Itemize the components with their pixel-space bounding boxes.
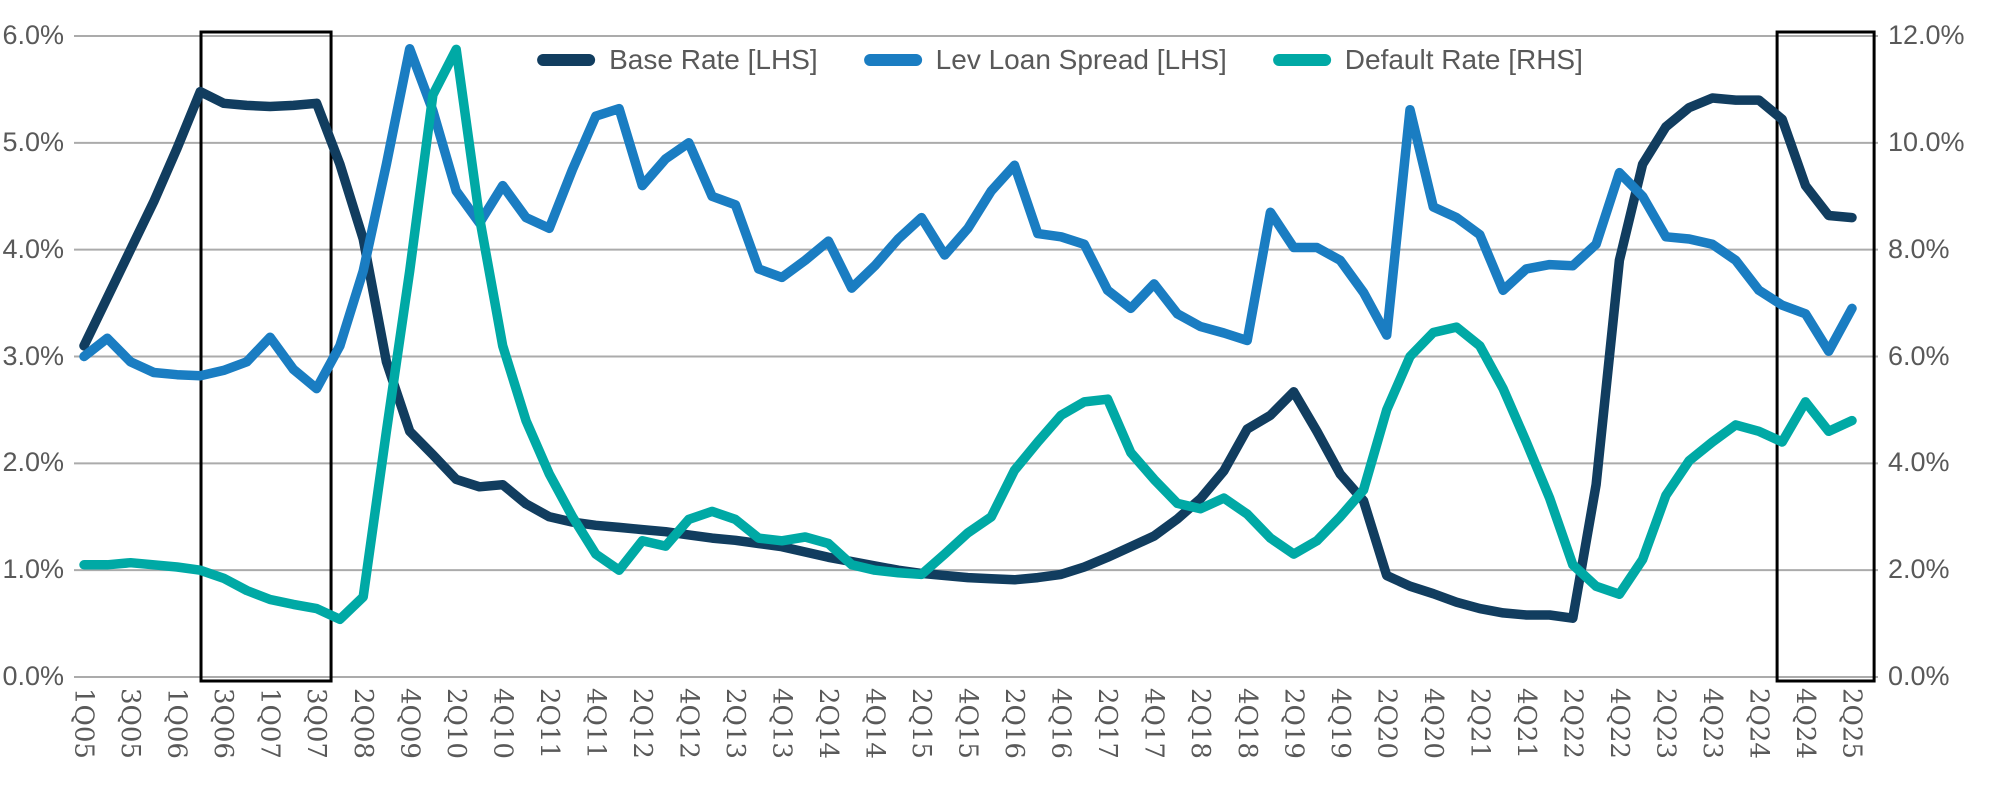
x-tick-label: 2Q20 [1371,688,1402,759]
y-tick-label-right: 12.0% [1888,20,1965,50]
legend-label-default-rate: Default Rate [RHS] [1344,44,1583,75]
x-tick-label: 1Q06 [161,688,192,759]
x-tick-label: 4Q18 [1231,688,1262,759]
legend-item-base-rate: Base Rate [LHS] [537,44,818,76]
x-tick-label: 2Q24 [1743,688,1774,759]
legend-swatch-lev-loan-spread [863,54,922,66]
x-tick-label: 3Q07 [301,688,332,759]
x-tick-label: 4Q19 [1324,688,1355,759]
x-tick-label: 4Q24 [1790,688,1821,759]
y-tick-label-left: 3.0% [2,340,64,371]
y-tick-label-right: 4.0% [1888,447,1950,478]
x-tick-label: 4Q14 [859,688,890,759]
x-tick-label: 2Q19 [1278,688,1309,759]
y-tick-label-left: 6.0% [2,20,64,50]
x-tick-label: 2Q11 [533,688,564,759]
series-line-base-rate-lhs [79,86,1857,623]
x-tick-label: 4Q21 [1510,688,1541,759]
y-tick-label-left: 1.0% [2,554,64,585]
x-tick-label: 1Q07 [254,688,285,759]
y-tick-label-left: 4.0% [2,233,64,264]
legend-swatch-base-rate [537,54,596,66]
x-tick-label: 4Q16 [1045,688,1076,759]
x-tick-label: 4Q12 [673,688,704,759]
x-tick-label: 4Q23 [1697,688,1727,759]
y-tick-label-left: 5.0% [2,126,64,157]
x-tick-label: 3Q05 [115,688,146,759]
x-tick-label: 2Q22 [1557,688,1588,759]
x-tick-label: 3Q06 [208,688,239,759]
y-tick-label-left: 2.0% [2,447,64,478]
series-line-lev-loan-spread-lhs [79,44,1857,394]
legend-label-lev-loan-spread: Lev Loan Spread [LHS] [935,44,1227,75]
x-tick-label: 4Q11 [580,688,611,759]
series-line-default-rate-rhs [79,44,1857,625]
x-tick-label: 2Q23 [1650,688,1681,759]
x-tick-label: 2Q12 [626,688,657,759]
x-tick-label: 4Q13 [766,688,797,759]
y-tick-label-right: 0.0% [1888,661,1950,691]
legend-swatch-default-rate [1272,54,1331,66]
highlight-box [1775,30,1876,683]
x-tick-label: 2Q25 [1836,688,1867,759]
x-tick-label: 2Q13 [719,688,750,759]
x-tick-label: 4Q20 [1417,688,1448,759]
x-tick-label: 2Q10 [440,688,471,759]
x-tick-label: 2Q08 [347,688,378,759]
x-tick-label: 2Q17 [1092,688,1123,759]
legend-item-default-rate: Default Rate [RHS] [1272,44,1583,76]
x-tick-label: 2Q18 [1185,688,1216,759]
y-tick-label-right: 8.0% [1888,233,1950,264]
y-tick-label-left: 0.0% [2,661,64,691]
x-tick-label: 4Q17 [1138,688,1169,759]
legend-item-lev-loan-spread: Lev Loan Spread [LHS] [863,44,1227,76]
y-tick-label-right: 2.0% [1888,554,1950,585]
x-tick-label: 2Q21 [1464,688,1495,759]
legend-label-base-rate: Base Rate [LHS] [609,44,818,75]
x-tick-label: 4Q09 [394,688,425,759]
x-tick-label: 2Q16 [999,688,1030,759]
x-tick-label: 2Q14 [813,688,843,759]
y-tick-label-right: 10.0% [1888,126,1965,157]
plot-area [74,30,1878,683]
x-tick-label: 2Q15 [906,688,937,759]
y-tick-label-right: 6.0% [1888,340,1950,371]
x-tick-label: 4Q15 [952,688,983,759]
x-tick-label: 4Q22 [1603,688,1634,759]
x-tick-label: 1Q05 [68,688,99,759]
x-tick-label: 4Q10 [487,688,518,759]
chart-legend: Base Rate [LHS] Lev Loan Spread [LHS] De… [537,44,1583,76]
chart-lines-svg [74,30,1878,683]
